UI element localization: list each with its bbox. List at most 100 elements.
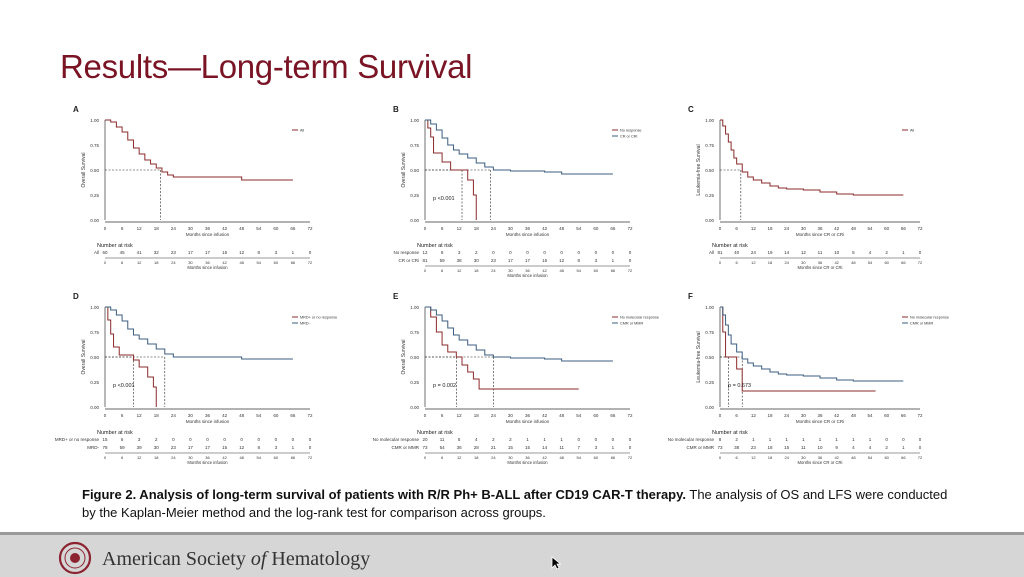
risk-x-tick: 60: [274, 260, 279, 265]
x-tick-label: 24: [491, 413, 497, 418]
risk-count: 23: [171, 445, 177, 450]
risk-x-tick: 48: [239, 260, 244, 265]
risk-x-tick: 12: [457, 268, 462, 273]
risk-x-tick: 72: [628, 455, 633, 460]
x-tick-label: 6: [735, 413, 738, 418]
risk-title-a: Number at risk: [97, 243, 133, 249]
x-tick-label: 60: [593, 226, 599, 231]
x-tick-label: 0: [424, 226, 427, 231]
footer-org-pre: American Society: [102, 548, 251, 570]
risk-count: 1: [902, 445, 905, 450]
km-curve-e-1: [425, 306, 613, 362]
risk-x-tick: 6: [736, 455, 739, 460]
risk-row-label: No molecular response: [668, 437, 715, 442]
risk-x-tick: 72: [308, 455, 313, 460]
y-tick-label: 0.00: [410, 218, 419, 223]
x-tick-label: 12: [137, 226, 143, 231]
risk-count: 0: [172, 437, 175, 442]
risk-count: 8: [257, 445, 260, 450]
risk-count: 40: [734, 250, 740, 255]
risk-x-tick: 42: [542, 455, 547, 460]
risk-x-title-b: Months since infusion: [507, 273, 548, 278]
x-tick-label: 48: [239, 226, 245, 231]
x-tick-label: 42: [222, 413, 228, 418]
x-tick-label: 12: [137, 413, 143, 418]
risk-count: 2: [475, 250, 478, 255]
risk-count: 23: [491, 258, 497, 263]
risk-count: 2: [509, 437, 512, 442]
risk-count: 32: [154, 250, 160, 255]
risk-row-label: All: [94, 250, 99, 255]
x-tick-label: 0: [719, 413, 722, 418]
x-tick-label: 6: [735, 226, 738, 231]
risk-x-tick: 24: [784, 260, 789, 265]
risk-count: 0: [612, 437, 615, 442]
risk-count: 0: [612, 250, 615, 255]
risk-count: 0: [919, 437, 922, 442]
y-tick-label: 1.00: [90, 305, 99, 310]
risk-count: 0: [543, 250, 546, 255]
risk-x-tick: 24: [491, 268, 496, 273]
panel-label-b: B: [393, 105, 399, 114]
risk-x-tick: 30: [801, 455, 806, 460]
risk-x-tick: 6: [441, 455, 444, 460]
y-tick-label: 0.50: [705, 168, 714, 173]
y-tick-label: 0.25: [410, 193, 419, 198]
risk-count: 0: [492, 250, 495, 255]
risk-title-b: Number at risk: [417, 243, 453, 249]
risk-x-tick: 36: [525, 455, 530, 460]
risk-count: 1: [852, 437, 855, 442]
risk-count: 11: [801, 445, 806, 450]
legend-label: MRD-: [300, 322, 311, 326]
risk-count: 0: [292, 437, 295, 442]
risk-count: 28: [474, 445, 480, 450]
risk-count: 0: [629, 437, 632, 442]
risk-count: 11: [818, 250, 823, 255]
x-tick-label: 66: [290, 413, 296, 418]
risk-count: 3: [275, 445, 278, 450]
x-tick-label: 54: [256, 226, 262, 231]
x-tick-label: 30: [508, 413, 514, 418]
risk-count: 0: [919, 250, 922, 255]
slide-title: Results—Long-term Survival: [60, 48, 473, 85]
risk-count: 5: [458, 437, 461, 442]
risk-count: 3: [458, 250, 461, 255]
legend-label: CMR or MMR: [620, 322, 643, 326]
figure-caption: Figure 2. Analysis of long-term survival…: [82, 486, 962, 522]
x-tick-label: 42: [222, 226, 228, 231]
risk-title-d: Number at risk: [97, 430, 133, 436]
x-tick-label: 36: [205, 226, 211, 231]
risk-count: 39: [137, 445, 143, 450]
km-curve-d-1: [105, 306, 293, 360]
risk-x-tick: 36: [525, 268, 530, 273]
x-tick-label: 42: [542, 226, 548, 231]
risk-count: 15: [542, 258, 548, 263]
y-axis-title-b: Overall Survival: [401, 152, 407, 187]
y-tick-label: 0.75: [705, 330, 714, 335]
risk-count: 59: [120, 445, 126, 450]
risk-count: 45: [120, 250, 126, 255]
risk-count: 1: [292, 250, 295, 255]
x-axis-title-a: Months since infusion: [186, 232, 230, 237]
risk-x-tick: 54: [868, 260, 873, 265]
risk-count: 4: [475, 437, 478, 442]
risk-count: 6: [441, 250, 444, 255]
y-tick-label: 1.00: [705, 118, 714, 123]
risk-count: 0: [189, 437, 192, 442]
legend-label: MRD+ or no response: [300, 316, 337, 320]
risk-count: 0: [560, 250, 563, 255]
risk-x-tick: 12: [457, 455, 462, 460]
risk-x-tick: 18: [768, 260, 773, 265]
risk-x-title-a: Months since infusion: [187, 265, 228, 270]
legend-label: No response: [620, 129, 642, 133]
risk-count: 10: [817, 445, 823, 450]
risk-title-c: Number at risk: [712, 243, 748, 249]
risk-x-tick: 66: [901, 260, 906, 265]
risk-count: 59: [440, 258, 446, 263]
x-tick-label: 24: [171, 413, 177, 418]
risk-count: 23: [751, 445, 757, 450]
risk-count: 9: [835, 445, 838, 450]
risk-count: 4: [869, 445, 872, 450]
km-curve-f-1: [720, 306, 904, 382]
risk-count: 1: [526, 437, 529, 442]
